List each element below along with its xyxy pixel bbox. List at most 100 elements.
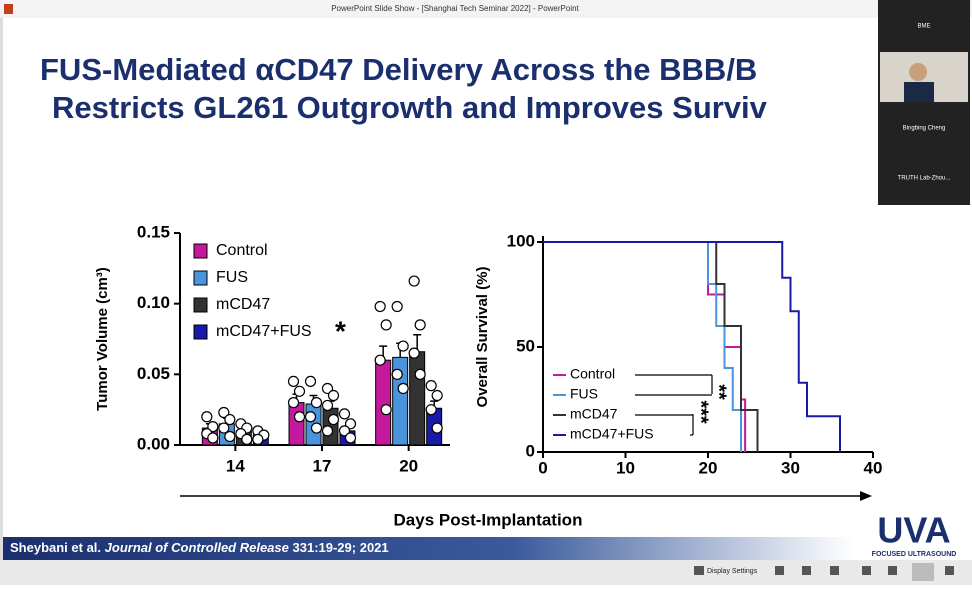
data-point	[321, 382, 334, 395]
icon[interactable]	[945, 566, 954, 575]
participant-name: BME	[917, 24, 930, 30]
taskbar	[0, 560, 972, 585]
survival-line	[543, 241, 759, 452]
slide-title: FUS-Mediated αCD47 Delivery Across the B…	[40, 52, 757, 87]
y-tick-label: 100	[507, 231, 535, 250]
data-point	[338, 425, 351, 437]
legend-label: FUS	[570, 386, 598, 402]
x-tick-label: 10	[616, 458, 635, 477]
data-point	[338, 408, 351, 420]
display-settings[interactable]: Display Settings	[707, 568, 758, 575]
data-point	[391, 300, 403, 313]
legend-label: Control	[570, 366, 615, 382]
participant-name: TRUTH Lab-Zhou...	[898, 176, 951, 182]
data-point	[431, 389, 443, 402]
x-tick-label: 20	[399, 456, 418, 475]
data-point	[414, 319, 426, 331]
y-tick-label: 0.10	[137, 293, 170, 312]
title-bar	[0, 0, 972, 18]
icon[interactable]	[775, 566, 784, 575]
y-tick-label: 0	[526, 441, 535, 460]
data-point	[380, 404, 392, 416]
y-tick-label: 0.15	[137, 222, 170, 241]
legend-swatch	[193, 270, 208, 286]
x-tick-label: 0	[538, 458, 547, 477]
data-point	[391, 368, 403, 380]
data-point	[431, 422, 443, 434]
window-title: PowerPoint Slide Show - [Shanghai Tech S…	[331, 4, 579, 13]
data-point	[425, 404, 437, 416]
icon[interactable]	[694, 566, 704, 575]
legend-swatch	[193, 297, 208, 313]
legend-label: FUS	[216, 269, 248, 286]
bar	[288, 402, 305, 446]
data-point	[310, 422, 323, 434]
data-point	[293, 385, 306, 397]
logo-subtitle: FOCUSED ULTRASOUND	[872, 551, 957, 558]
data-point	[293, 411, 306, 423]
annotation: ***	[690, 400, 712, 424]
x-tick-label: 17	[313, 456, 332, 475]
data-point	[252, 433, 264, 445]
participants-panel	[878, 0, 970, 205]
data-point	[287, 397, 300, 409]
data-point	[207, 421, 219, 433]
data-point	[304, 411, 317, 423]
data-point	[201, 411, 213, 423]
data-point	[397, 340, 409, 352]
data-point	[304, 375, 317, 387]
slide-title: Restricts GL261 Outgrowth and Improves S…	[52, 90, 768, 125]
data-point	[218, 422, 230, 434]
x-tick-label: 14	[226, 456, 245, 475]
citation-journal: Journal of Controlled Release	[105, 540, 289, 555]
participant-name: Bingbing Cheng	[903, 126, 946, 132]
annotation: **	[708, 384, 730, 400]
legend-label: mCD47	[216, 296, 270, 313]
data-point	[218, 406, 230, 419]
x-tick-label: 30	[781, 458, 800, 477]
annotation: *	[335, 315, 346, 346]
arrow-head	[860, 491, 872, 501]
data-point	[224, 430, 236, 443]
app-icon	[4, 4, 13, 14]
legend-label: mCD47+FUS	[570, 426, 654, 442]
data-point	[408, 347, 420, 359]
data-point	[321, 399, 334, 412]
icon[interactable]	[862, 566, 871, 575]
legend-swatch	[193, 324, 208, 340]
data-point	[374, 300, 386, 313]
logo: UVA	[877, 510, 950, 551]
data-point	[321, 425, 334, 437]
y-axis-label: Overall Survival (%)	[474, 267, 491, 408]
data-point	[380, 319, 392, 331]
data-point	[344, 432, 357, 444]
y-tick-label: 0.00	[137, 434, 170, 453]
x-tick-label: 20	[699, 458, 718, 477]
icon[interactable]	[888, 566, 897, 575]
data-point	[327, 413, 340, 426]
data-point	[414, 368, 426, 380]
citation: Sheybani et al. Journal of Controlled Re…	[10, 540, 389, 555]
data-point	[207, 432, 219, 444]
data-point	[241, 433, 253, 445]
person	[904, 82, 934, 102]
legend-label: Control	[216, 242, 268, 259]
citation-rest: 331:19-29; 2021	[293, 540, 389, 555]
y-tick-label: 50	[516, 336, 535, 355]
icon[interactable]	[802, 566, 811, 575]
left-border	[0, 18, 3, 560]
icon[interactable]	[830, 566, 839, 575]
icon[interactable]	[912, 563, 934, 581]
legend-label: mCD47+FUS	[216, 323, 312, 340]
citation-authors: Sheybani et al.	[10, 540, 101, 555]
data-point	[425, 380, 437, 392]
survival-line	[543, 241, 841, 452]
legend-label: mCD47	[570, 406, 618, 422]
bar	[409, 351, 426, 446]
y-axis-label: Tumor Volume (cm³)	[94, 267, 111, 411]
data-point	[287, 375, 300, 387]
data-point	[327, 389, 340, 402]
data-point	[224, 413, 236, 426]
